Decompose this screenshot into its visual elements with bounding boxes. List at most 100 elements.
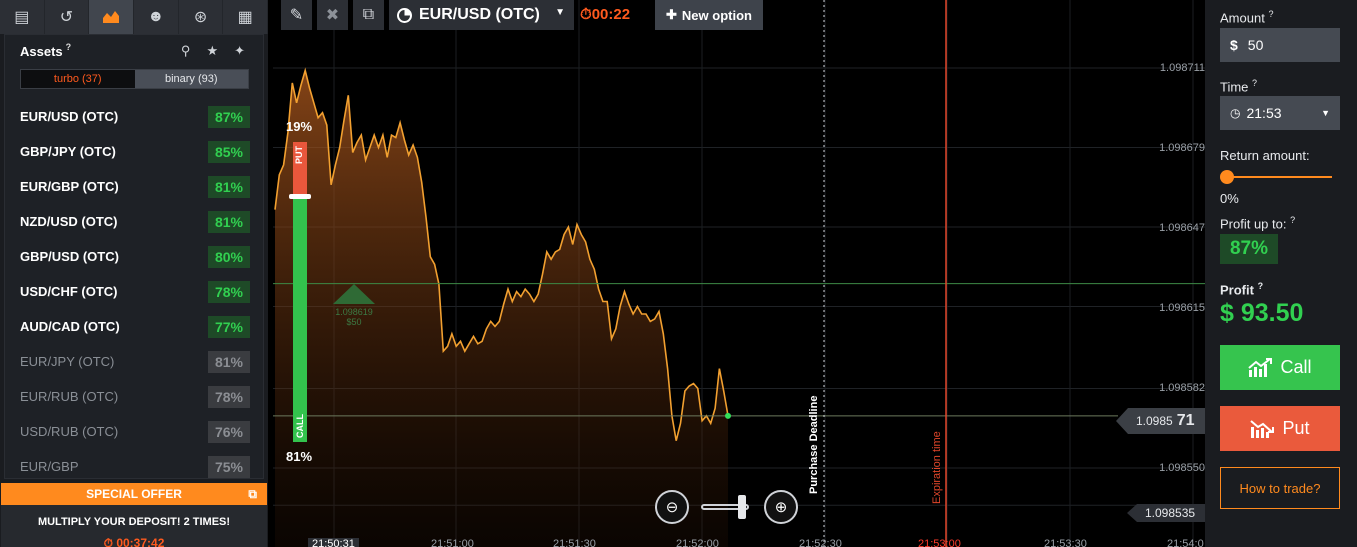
pair-name: EUR/USD (OTC) (419, 6, 540, 23)
asset-payout: 80% (208, 245, 250, 268)
purchase-deadline-label: Purchase Deadline (808, 395, 820, 494)
call-label: Call (1280, 357, 1312, 377)
chart-area-glyph (103, 11, 120, 23)
profit-value: $ 93.50 (1220, 299, 1304, 327)
put-label: Put (1282, 418, 1310, 438)
profit-label: Profit ? (1220, 281, 1263, 297)
asset-row[interactable]: EUR/GBP 75% (5, 449, 263, 478)
time-select[interactable]: ◷ 21:53 ▼ (1220, 96, 1340, 130)
amount-input[interactable]: $ 50 (1220, 28, 1340, 62)
price-chart[interactable] (273, 0, 1205, 547)
pin-icon[interactable]: ✦ (234, 43, 245, 58)
asset-name: NZD/USD (OTC) (20, 214, 118, 229)
low-price-badge: 1.098535 (1127, 504, 1205, 522)
time-label: 21:51:30 (553, 538, 596, 547)
asset-row[interactable]: GBP/USD (OTC) 80% (5, 239, 263, 274)
time-label: 21:53:00 (918, 538, 961, 547)
asset-row[interactable]: EUR/RUB (OTC) 78% (5, 379, 263, 414)
asset-payout: 87% (208, 105, 250, 128)
search-icon[interactable]: ⚲ (180, 43, 191, 58)
tab-turbo[interactable]: turbo (37) (21, 70, 135, 88)
help-icon[interactable]: ? (1257, 281, 1264, 291)
asset-row[interactable]: EUR/GBP (OTC) 81% (5, 169, 263, 204)
asset-payout: 81% (208, 175, 250, 198)
star-icon[interactable]: ★ (206, 43, 219, 58)
call-arrow-icon (333, 284, 375, 304)
asset-name: GBP/JPY (OTC) (20, 144, 116, 159)
offer-body: MULTIPLY YOUR DEPOSIT! 2 TIMES! ⏱ 00:37:… (1, 505, 267, 547)
how-to-trade-button[interactable]: How to trade? (1220, 467, 1340, 509)
assets-tools: ⚲ ★ ✦ (181, 43, 245, 59)
asset-row[interactable]: USD/CHF (OTC) 78% (5, 274, 263, 309)
new-option-button[interactable]: ✚ New option (655, 0, 763, 30)
price-label: 1.098550 (1159, 462, 1205, 474)
call-button[interactable]: Call (1220, 345, 1340, 390)
pencil-icon[interactable]: ✎ (281, 0, 312, 30)
users-icon[interactable]: ☻ (134, 0, 179, 34)
call-bar-label: CALL (295, 414, 305, 438)
profit-percent-badge: 87% (1220, 234, 1278, 264)
asset-row[interactable]: EUR/USD (OTC) 87% (5, 99, 263, 134)
expiration-time-label: Expiration time (931, 431, 943, 504)
put-percent: 19% (286, 119, 313, 134)
price-area (275, 70, 728, 547)
put-button[interactable]: Put (1220, 406, 1340, 451)
asset-type-switch: turbo (37) binary (93) (20, 69, 249, 89)
offer-timer-value: 00:37:42 (116, 536, 165, 547)
new-option-label: New option (681, 7, 752, 23)
time-label: 21:50:31 (308, 538, 359, 547)
trade-marker-price: 1.098619 (335, 307, 373, 317)
time-label-field: Time ? (1220, 78, 1257, 94)
asset-row[interactable]: AUD/CAD (OTC) 77% (5, 309, 263, 344)
pie-icon (397, 7, 412, 23)
chart-icon[interactable] (89, 0, 135, 34)
return-slider-thumb[interactable] (1220, 170, 1234, 184)
news-icon[interactable]: ▦ (223, 0, 269, 34)
put-bar-label: PUT (294, 146, 304, 164)
asset-name: USD/CHF (OTC) (20, 284, 118, 299)
call-sentiment-bar: CALL (293, 196, 307, 442)
asset-name: AUD/CAD (OTC) (20, 319, 120, 334)
amount-value: 50 (1247, 37, 1264, 53)
asset-name: EUR/GBP (20, 459, 79, 474)
current-price-dot (725, 412, 731, 419)
zoom-out-icon[interactable]: ⊖ (655, 490, 689, 524)
help-icon[interactable]: ? (1290, 215, 1296, 225)
zoom-in-icon[interactable]: ⊕ (764, 490, 798, 524)
return-slider[interactable] (1225, 176, 1332, 178)
amount-label-text: Amount (1220, 10, 1265, 26)
external-link-icon[interactable]: ⧉ (248, 487, 257, 501)
tab-binary[interactable]: binary (93) (134, 70, 248, 88)
zoom-slider-thumb[interactable] (738, 495, 746, 519)
asset-selector[interactable]: EUR/USD (OTC) ▼ (389, 0, 574, 30)
time-value: 21:53 (1246, 105, 1282, 121)
asset-name: EUR/GBP (OTC) (20, 179, 119, 194)
close-icon[interactable]: ✖ (317, 0, 348, 30)
chevron-down-icon: ▼ (555, 7, 565, 18)
copy-icon[interactable]: ⧉ (353, 0, 384, 30)
stopwatch-icon: ⏱ (580, 6, 592, 23)
call-percent: 81% (286, 449, 313, 464)
help-icon[interactable]: ? (1268, 9, 1274, 19)
price-label: 1.098711 (1159, 62, 1205, 74)
profit-label-text: Profit (1220, 282, 1254, 298)
help-icon[interactable]: ? (1252, 78, 1258, 88)
signal-icon[interactable]: ⊛ (179, 0, 224, 34)
asset-row[interactable]: USD/RUB (OTC) 76% (5, 414, 263, 449)
special-offer-banner[interactable]: SPECIAL OFFER ⧉ (1, 483, 267, 505)
history-icon[interactable]: ↺ (45, 0, 90, 34)
time-label: 21:52:00 (676, 538, 719, 547)
profit-up-label-text: Profit up to: (1220, 216, 1287, 232)
profit-up-label: Profit up to: ? (1220, 215, 1295, 231)
sidebar-nav: ▤ ↺ ☻ ⊛ ▦ (0, 0, 269, 34)
help-icon[interactable]: ? (65, 42, 72, 52)
asset-list: EUR/USD (OTC) 87% GBP/JPY (OTC) 85% EUR/GBP … (5, 99, 263, 478)
zoom-slider[interactable] (701, 504, 749, 510)
panel-icon[interactable]: ▤ (0, 0, 45, 34)
trade-marker[interactable]: 1.098619 $50 (333, 284, 375, 330)
asset-row[interactable]: EUR/JPY (OTC) 81% (5, 344, 263, 379)
asset-row[interactable]: NZD/USD (OTC) 81% (5, 204, 263, 239)
expiry-timer-value: 00:22 (591, 6, 631, 23)
asset-row[interactable]: GBP/JPY (OTC) 85% (5, 134, 263, 169)
